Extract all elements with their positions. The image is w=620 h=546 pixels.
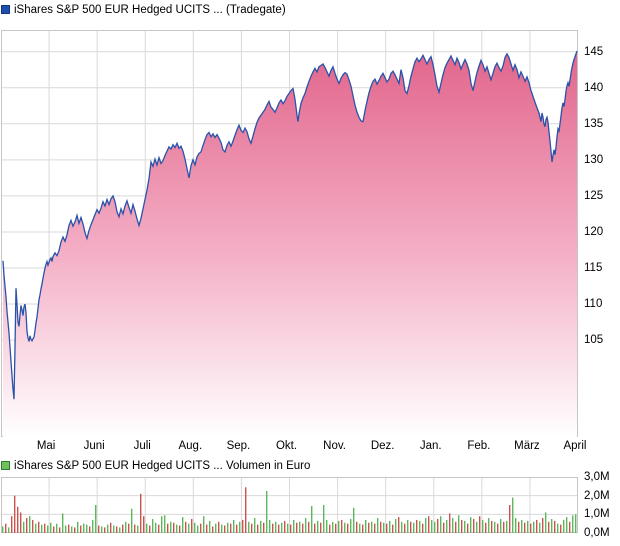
volume-chart-title: iShares S&P 500 EUR Hedged UCITS ... Vol… <box>14 459 311 472</box>
price-y-tick-label: 140 <box>584 81 604 94</box>
price-x-tick-label: Juli <box>133 440 151 452</box>
volume-y-tick-label: 3,0M <box>584 471 610 483</box>
volume-chart-header: iShares S&P 500 EUR Hedged UCITS ... Vol… <box>1 459 310 472</box>
volume-plot <box>1 477 578 534</box>
price-x-tick-label: Nov. <box>323 440 346 452</box>
volume-legend-swatch-icon <box>1 461 10 470</box>
price-y-tick-label: 110 <box>584 298 603 311</box>
price-y-tick-label: 120 <box>584 225 604 238</box>
price-x-tick-label: Dez. <box>370 440 395 452</box>
price-y-tick-label: 115 <box>584 262 603 274</box>
price-y-tick-label: 125 <box>584 189 604 202</box>
price-x-tick-label: Jan. <box>419 440 442 452</box>
price-x-tick-label: Mai <box>36 440 56 452</box>
price-chart-header: iShares S&P 500 EUR Hedged UCITS ... (Tr… <box>1 3 286 16</box>
price-y-tick-label: 105 <box>584 334 604 347</box>
price-x-tick-label: April <box>563 440 587 452</box>
volume-y-tick-label: 2,0M <box>584 489 610 502</box>
price-x-tick-label: März <box>514 440 540 452</box>
price-x-tick-label: Feb. <box>467 440 491 452</box>
price-y-tick-label: 145 <box>584 45 604 58</box>
price-x-tick-label: Okt. <box>275 440 298 452</box>
price-x-tick-label: Aug. <box>178 440 203 452</box>
price-chart-title: iShares S&P 500 EUR Hedged UCITS ... (Tr… <box>14 3 286 16</box>
price-legend-swatch-icon <box>1 5 10 14</box>
price-x-tick-label: Juni <box>83 440 105 452</box>
volume-y-tick-label: 0,0M <box>584 527 610 539</box>
price-y-tick-label: 135 <box>584 117 604 130</box>
price-y-tick-label: 130 <box>584 153 604 166</box>
price-plot <box>1 30 578 437</box>
price-x-tick-label: Sep. <box>226 440 251 452</box>
volume-y-tick-label: 1,0M <box>584 508 610 521</box>
